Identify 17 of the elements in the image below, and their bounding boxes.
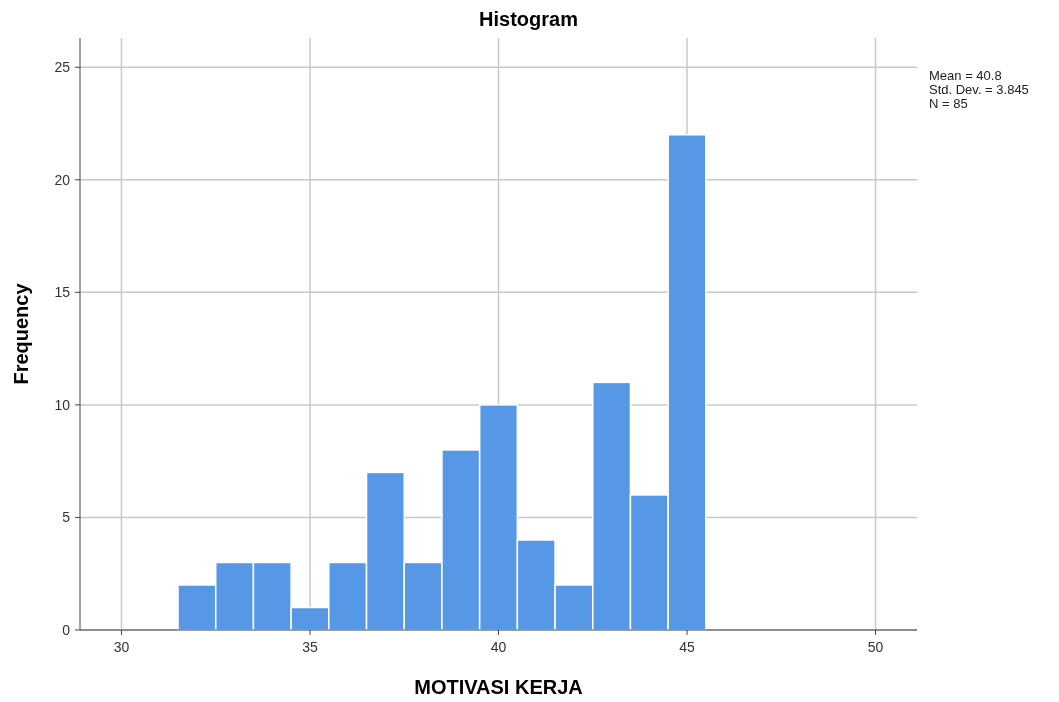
x-tick-label: 35 [302, 639, 318, 655]
x-tick-label: 45 [679, 639, 696, 655]
text: Std. Dev. = 3.845 [929, 82, 1029, 97]
x-tick-label: 50 [867, 639, 884, 655]
chart-title: Histogram [479, 8, 578, 30]
y-tick-label: 25 [54, 59, 71, 76]
y-axis-title: Frequency [10, 282, 32, 385]
x-tick-label: 40 [490, 639, 507, 655]
y-tick-label: 10 [54, 396, 71, 413]
text: Mean = 40.8 [929, 68, 1002, 83]
y-tick-label: 5 [62, 509, 71, 526]
y-tick-label: 15 [54, 284, 71, 301]
x-axis-title: MOTIVASI KERJA [414, 676, 583, 698]
x-tick-label: 30 [113, 639, 130, 655]
text: N = 85 [929, 96, 968, 111]
y-tick-label: 0 [62, 622, 71, 638]
y-tick-label: 20 [54, 171, 71, 188]
